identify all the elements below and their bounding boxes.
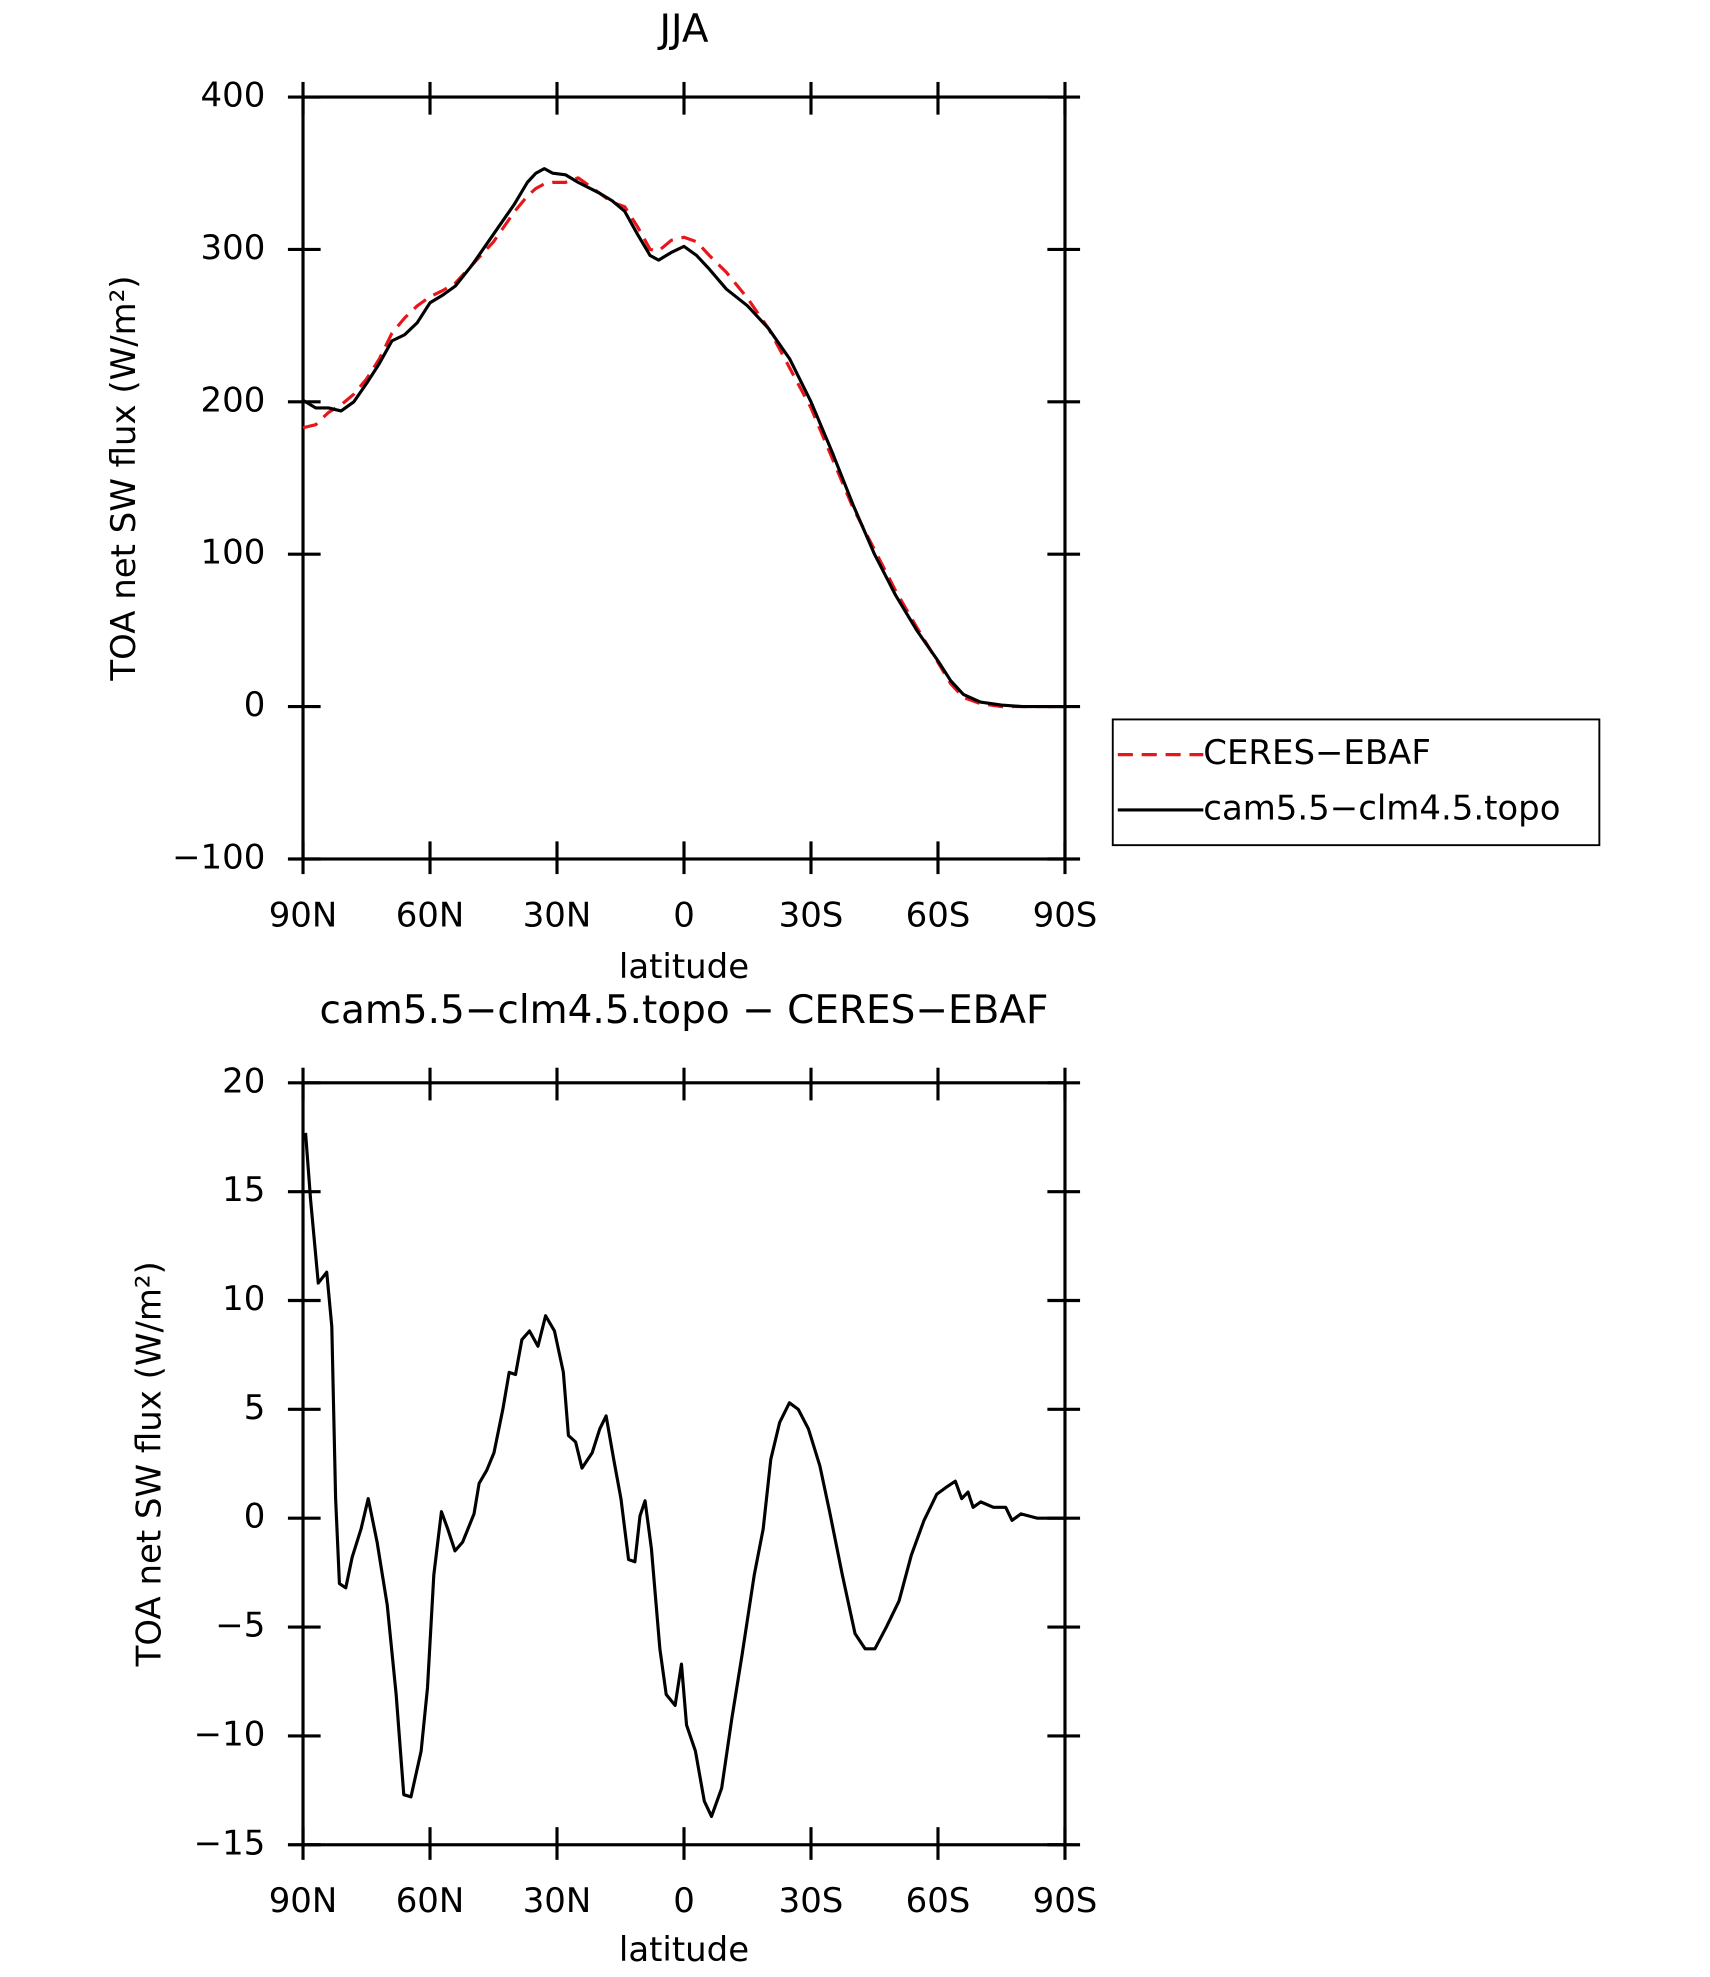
data-line	[302, 176, 1065, 709]
y-tick-label: −100	[172, 837, 265, 877]
x-tick-label: 60S	[906, 895, 971, 935]
y-tick-label: 0	[244, 685, 266, 725]
y-tick-label: −5	[215, 1606, 265, 1646]
x-tick-label: 60N	[396, 895, 465, 935]
y-tick-label: 5	[244, 1388, 266, 1428]
x-axis-label: latitude	[619, 947, 749, 987]
y-tick-label: 10	[222, 1279, 265, 1319]
x-tick-label: 0	[673, 1881, 695, 1921]
x-tick-label: 60S	[906, 1881, 971, 1921]
y-tick-label: 100	[201, 533, 266, 573]
x-tick-label: 90N	[269, 895, 338, 935]
x-tick-label: 0	[673, 895, 695, 935]
y-axis-label: TOA net SW flux (W/m²)	[129, 1261, 169, 1667]
chart-title: JJA	[657, 7, 709, 52]
y-tick-label: 200	[201, 380, 266, 420]
y-axis-label: TOA net SW flux (W/m²)	[104, 275, 144, 681]
x-axis-label: latitude	[619, 1930, 749, 1970]
chart-title: cam5.5−clm4.5.topo − CERES−EBAF	[320, 988, 1049, 1033]
legend-label: CERES−EBAF	[1203, 733, 1431, 773]
y-tick-label: 300	[201, 228, 266, 268]
plot-frame	[301, 1081, 1067, 1847]
x-tick-label: 90N	[269, 1881, 338, 1921]
legend-label: cam5.5−clm4.5.topo	[1203, 788, 1560, 828]
data-line	[303, 1132, 1065, 1819]
y-tick-label: −15	[194, 1823, 266, 1863]
y-tick-label: −10	[194, 1714, 266, 1754]
data-line	[302, 167, 1065, 709]
legend-box	[1111, 718, 1601, 847]
y-tick-label: 400	[201, 76, 266, 116]
x-tick-label: 30N	[523, 895, 592, 935]
x-tick-label: 30S	[779, 895, 844, 935]
x-tick-label: 90S	[1033, 1881, 1098, 1921]
y-tick-label: 0	[244, 1497, 266, 1537]
x-tick-label: 90S	[1033, 895, 1098, 935]
x-tick-label: 30S	[779, 1881, 844, 1921]
x-tick-label: 60N	[396, 1881, 465, 1921]
y-tick-label: 15	[222, 1170, 265, 1210]
y-tick-label: 20	[222, 1061, 265, 1101]
x-tick-label: 30N	[523, 1881, 592, 1921]
plot-frame	[301, 95, 1067, 861]
